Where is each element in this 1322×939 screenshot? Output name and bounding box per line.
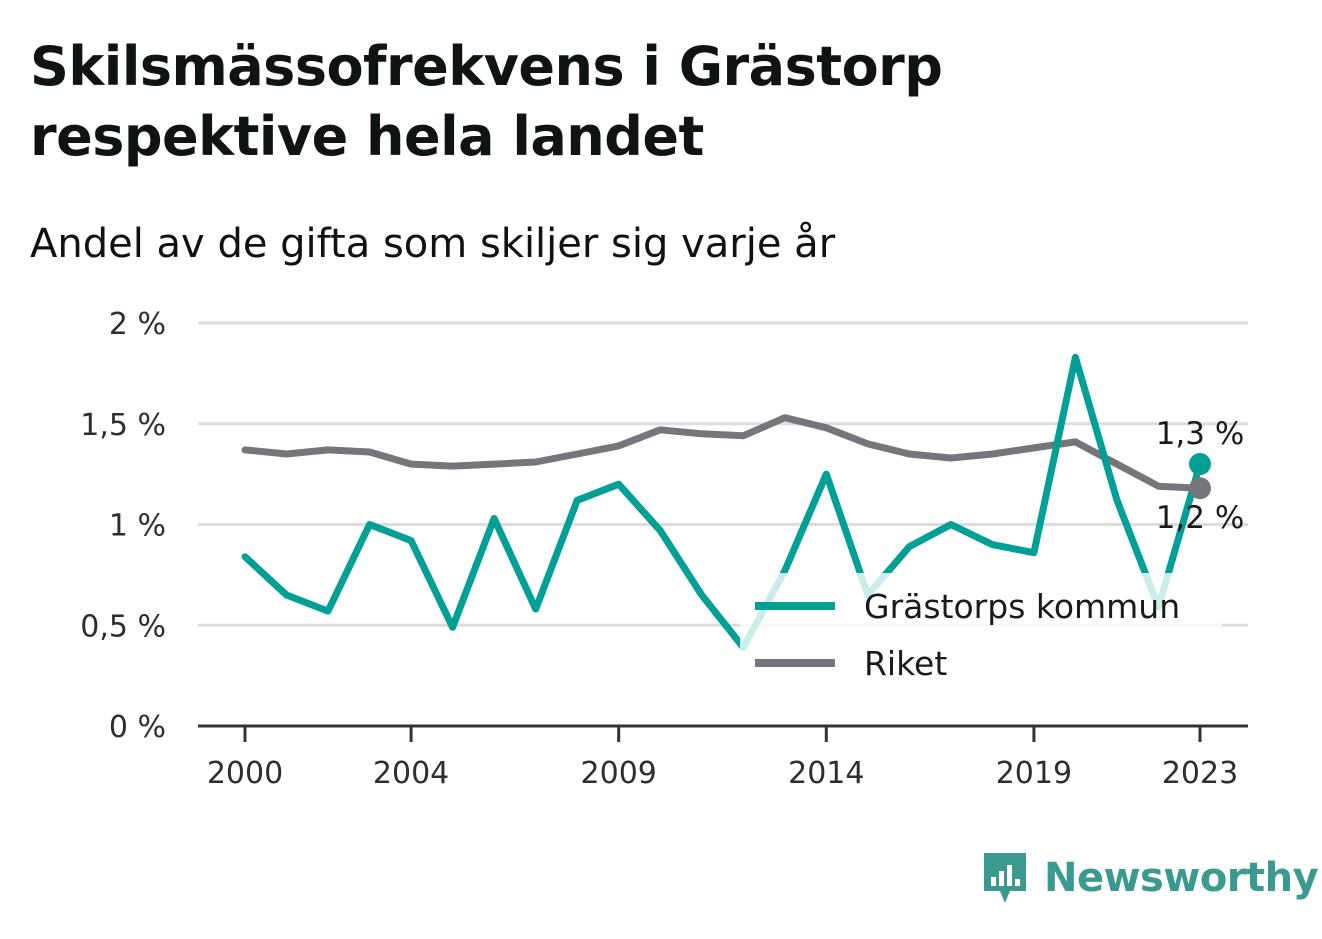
x-tick-label: 2009 [581,756,657,791]
brand-name: Newsworthy [1044,855,1319,901]
end-point-riket [1189,477,1211,500]
end-labels: 1,3 % 1,2 % [1156,416,1245,536]
x-tick-label: 2023 [1162,756,1238,791]
series-line-riket [241,414,1204,492]
x-axis: 2000 2004 2009 2014 2019 2023 [198,724,1248,791]
x-tick-label: 2000 [207,756,283,791]
newsworthy-logo-icon [984,853,1026,903]
y-tick-label: 0 % [109,710,166,745]
y-axis-ticks: 0 % 0,5 % 1 % 1,5 % 2 % [80,307,166,745]
x-tick-label: 2004 [373,756,449,791]
y-tick-label: 2 % [109,307,166,342]
legend-label: Grästorps kommun [864,587,1180,626]
y-tick-label: 1 % [109,509,166,544]
legend-label: Riket [864,644,947,683]
newsworthy-logo[interactable]: Newsworthy [980,848,1319,908]
legend-background [740,573,1222,691]
y-tick-label: 0,5 % [80,609,166,644]
x-tick-label: 2014 [788,756,864,791]
y-tick-label: 1,5 % [80,408,166,443]
end-point-grastorps-kommun [1189,453,1211,476]
end-label-grastorps-kommun: 1,3 % [1156,416,1245,452]
x-tick-label: 2019 [996,756,1072,791]
series-line-grastorps-kommun [241,353,1204,651]
end-label-riket: 1,2 % [1156,500,1245,536]
chart-title: Skilsmässofrekvens i Grästorp respektive… [30,35,943,168]
chart-subtitle: Andel av de gifta som skiljer sig varje … [30,221,836,267]
legend: Grästorps kommun Riket [740,573,1222,691]
series-lines [241,353,1204,651]
